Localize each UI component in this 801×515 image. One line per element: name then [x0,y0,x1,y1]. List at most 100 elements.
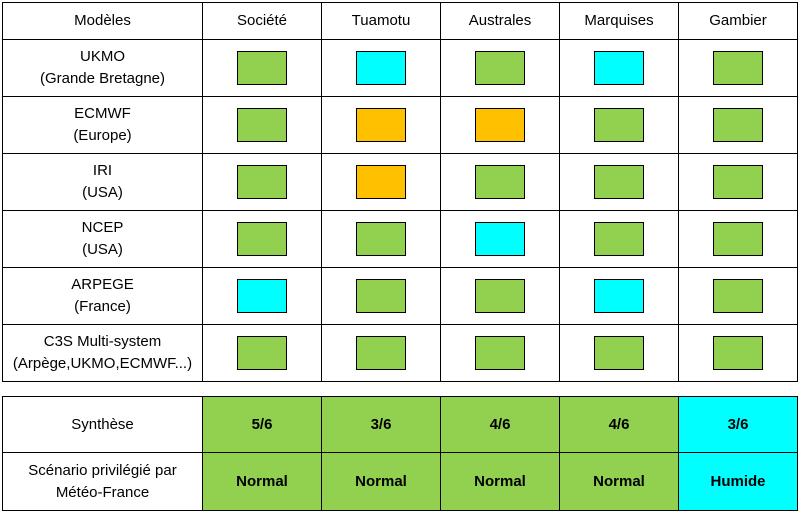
scenario-value: Normal [440,452,560,511]
forecast-cell [321,96,441,154]
model-origin: (Grande Bretagne) [39,70,166,87]
forecast-swatch [713,336,763,370]
forecast-swatch [356,336,406,370]
model-name: ARPEGE [71,276,134,293]
model-origin: (USA) [82,241,123,258]
model-row: IRI (USA) [2,153,798,211]
model-label: ARPEGE (France) [2,267,203,325]
forecast-cell [440,153,560,211]
scenario-label-line: Scénario privilégié par [28,461,177,479]
forecast-swatch [237,222,287,256]
forecast-swatch [713,108,763,142]
model-row: ECMWF (Europe) [2,96,798,154]
forecast-swatch [237,51,287,85]
forecast-swatch [237,279,287,313]
forecast-cell [440,324,560,382]
header-region: Tuamotu [321,2,441,40]
header-region: Gambier [678,2,798,40]
forecast-cell [678,324,798,382]
forecast-swatch [594,108,644,142]
forecast-cell [559,210,679,268]
synthesis-value: 5/6 [202,396,322,453]
forecast-swatch [475,222,525,256]
forecast-swatch [594,222,644,256]
forecast-cell [678,267,798,325]
forecast-cell [202,96,322,154]
forecast-cell [440,39,560,97]
forecast-cell [678,153,798,211]
forecast-swatch [237,108,287,142]
forecast-swatch [713,279,763,313]
model-origin: (USA) [82,184,123,201]
model-name: NCEP [81,219,124,236]
model-label: IRI (USA) [2,153,203,211]
model-label: UKMO (Grande Bretagne) [2,39,203,97]
model-name: UKMO [80,48,125,65]
forecast-swatch [594,336,644,370]
scenario-label-line: Météo-France [55,483,150,501]
forecast-cell [202,39,322,97]
forecast-cell [202,324,322,382]
scenario-value: Normal [321,452,441,511]
forecast-cell [440,210,560,268]
forecast-cell [678,96,798,154]
forecast-cell [678,39,798,97]
forecast-cell [440,267,560,325]
scenario-row: Scénario privilégié par Météo-France Nor… [2,452,798,511]
model-label: ECMWF (Europe) [2,96,203,154]
forecast-cell [559,153,679,211]
forecast-swatch [475,165,525,199]
scenario-value: Normal [202,452,322,511]
synthesis-row: Synthèse 5/6 3/6 4/6 4/6 3/6 [2,396,798,453]
forecast-cell [321,153,441,211]
forecast-swatch [475,51,525,85]
model-label: NCEP (USA) [2,210,203,268]
synthesis-table: Synthèse 5/6 3/6 4/6 4/6 3/6 Scénario pr… [2,396,798,511]
header-region: Marquises [559,2,679,40]
forecast-swatch [594,279,644,313]
models-forecast-table: Modèles Société Tuamotu Australes Marqui… [2,2,798,382]
forecast-cell [321,324,441,382]
scenario-value: Humide [678,452,798,511]
forecast-cell [440,96,560,154]
forecast-swatch [713,165,763,199]
model-name: IRI [92,162,113,179]
forecast-cell [321,267,441,325]
forecast-swatch [594,165,644,199]
forecast-cell [559,39,679,97]
header-region: Australes [440,2,560,40]
forecast-cell [202,267,322,325]
forecast-cell [202,210,322,268]
synthesis-value: 4/6 [559,396,679,453]
model-name: C3S Multi-system [43,333,162,350]
synthesis-label: Synthèse [2,396,203,453]
models-forecast-body: Modèles Société Tuamotu Australes Marqui… [2,2,798,382]
model-name: ECMWF [74,105,131,122]
scenario-label: Scénario privilégié par Météo-France [2,452,203,511]
forecast-cell [678,210,798,268]
model-label: C3S Multi-system (Arpège,UKMO,ECMWF...) [2,324,203,382]
forecast-swatch [475,279,525,313]
model-row: ARPEGE (France) [2,267,798,325]
synthesis-value: 3/6 [321,396,441,453]
header-region: Société [202,2,322,40]
model-row: NCEP (USA) [2,210,798,268]
forecast-cell [559,267,679,325]
forecast-swatch [713,51,763,85]
header-row: Modèles Société Tuamotu Australes Marqui… [2,2,798,40]
forecast-swatch [356,165,406,199]
forecast-swatch [475,336,525,370]
forecast-cell [559,324,679,382]
scenario-value: Normal [559,452,679,511]
model-row: UKMO (Grande Bretagne) [2,39,798,97]
forecast-cell [321,39,441,97]
forecast-cell [321,210,441,268]
forecast-swatch [356,222,406,256]
forecast-swatch [237,165,287,199]
forecast-swatch [356,51,406,85]
model-row: C3S Multi-system (Arpège,UKMO,ECMWF...) [2,324,798,382]
forecast-swatch [356,279,406,313]
model-origin: (Europe) [73,127,132,144]
header-models: Modèles [2,2,203,40]
model-origin: (Arpège,UKMO,ECMWF...) [12,355,193,372]
